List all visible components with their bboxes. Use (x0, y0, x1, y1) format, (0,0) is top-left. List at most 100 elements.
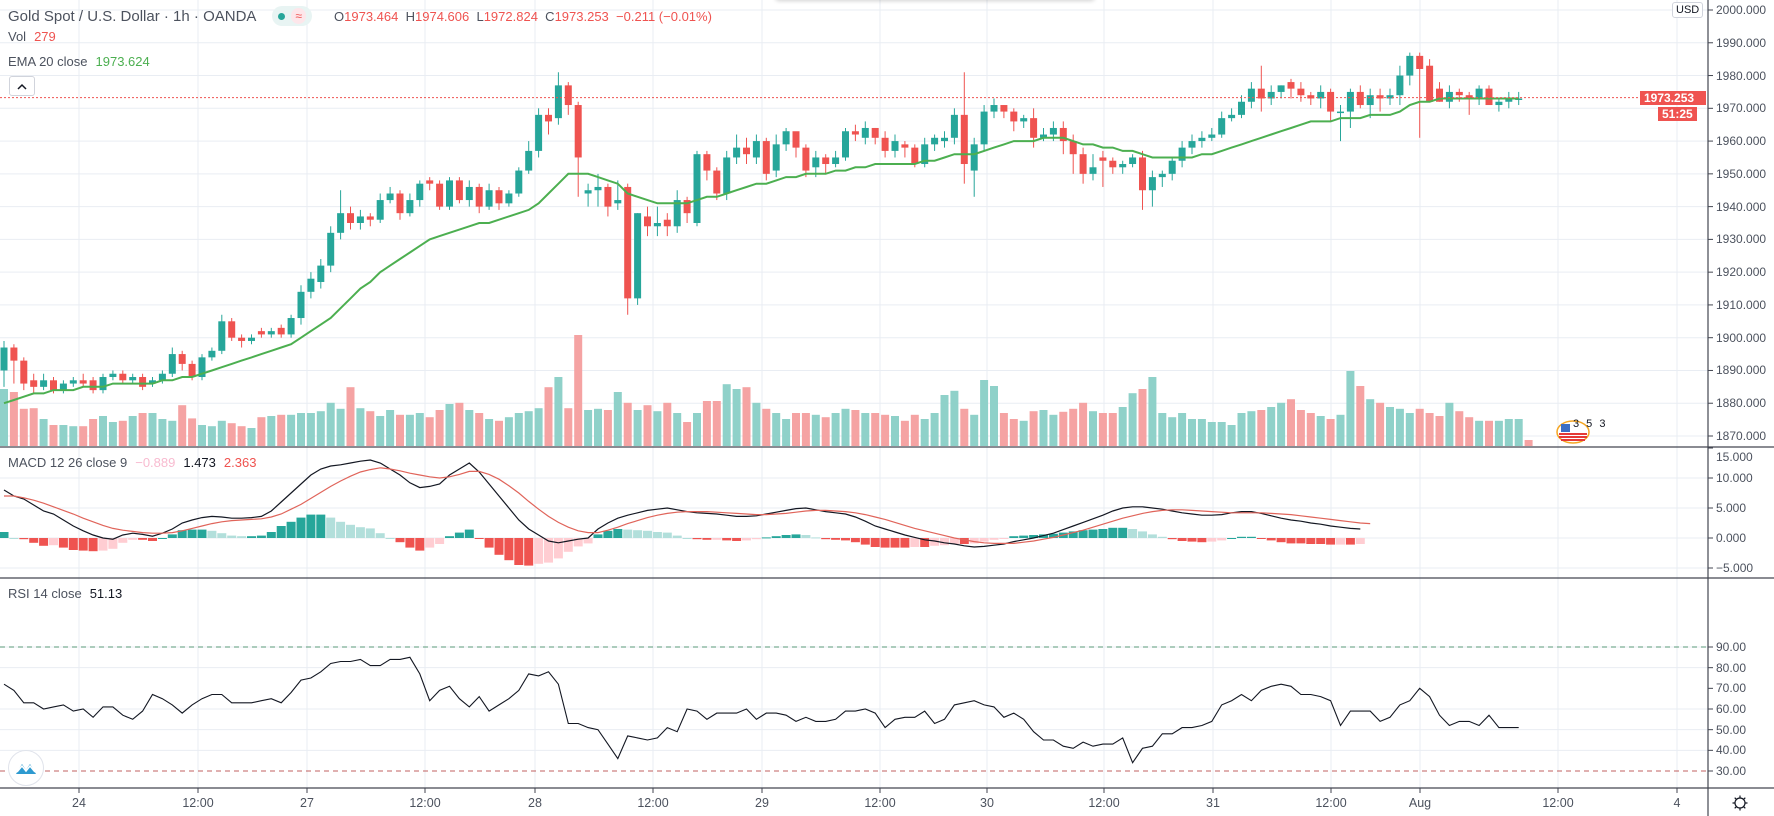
time-tick-label: 31 (1206, 796, 1220, 810)
macd-histogram-bar (395, 538, 405, 543)
macd-histogram-bar (1118, 527, 1128, 538)
macd-histogram-bar (464, 529, 474, 538)
volume-bar (702, 401, 711, 446)
candle-body (1178, 147, 1186, 161)
candle-body (1307, 95, 1315, 99)
volume-bar (1494, 420, 1503, 446)
volume-bar (534, 408, 543, 446)
macd-histogram-bar (19, 538, 29, 540)
candle-body (822, 157, 830, 165)
volume-bar (524, 411, 533, 446)
collapse-legend-button[interactable] (9, 76, 35, 96)
candle-body (20, 360, 28, 384)
ema-20-line (3, 97, 1519, 405)
candle-body (149, 380, 156, 384)
volume-bar (1356, 386, 1365, 446)
volume-bar (1168, 417, 1177, 446)
macd-histogram-bar (88, 538, 98, 552)
candle-body (188, 363, 196, 378)
macd-histogram-bar (850, 538, 860, 543)
macd-histogram (0, 514, 1365, 566)
rsi-label: RSI 14 close (8, 586, 82, 601)
rsi-legend[interactable]: RSI 14 close 51.13 (8, 586, 122, 601)
candle-body (1218, 118, 1226, 135)
volume-bar (1465, 417, 1474, 446)
volume-bar (138, 413, 147, 446)
candle-body (1158, 173, 1166, 178)
candle-body (356, 216, 364, 223)
candle-body (218, 321, 226, 351)
macd-histogram-bar (1138, 531, 1147, 538)
volume-bar (623, 402, 632, 446)
volume-bar (742, 387, 751, 446)
volume-bar (1197, 419, 1206, 446)
candle-body (1317, 91, 1325, 99)
candle-body (792, 131, 800, 148)
candle-body (782, 131, 790, 145)
macd-histogram-bar (415, 538, 425, 551)
volume-bar (613, 392, 622, 446)
macd-label: MACD 12 26 close 9 (8, 455, 128, 470)
macd-histogram-bar (969, 538, 979, 544)
volume-bar (1029, 411, 1038, 446)
market-status-pill[interactable]: ≈ (272, 6, 313, 26)
volume-bar (841, 408, 850, 446)
macd-tick-label: −5.000 (1716, 561, 1754, 575)
volume-bar (326, 402, 335, 446)
symbol-title[interactable]: Gold Spot / U.S. Dollar · 1h · OANDA (8, 7, 257, 25)
candle-body (574, 105, 582, 158)
candle-body (703, 154, 711, 171)
candle-body (1228, 114, 1236, 119)
volume-bar (1158, 413, 1167, 446)
ema-label: EMA 20 close (8, 54, 88, 69)
economic-event-flag-icon[interactable] (1555, 418, 1599, 444)
candle-body (832, 157, 840, 165)
time-tick-label: 12:00 (637, 796, 669, 810)
candle-body (297, 291, 305, 319)
volume-bar (900, 420, 909, 446)
volume-bar (772, 413, 781, 446)
volume-bar (1049, 414, 1058, 446)
open-value: 1973.464 (344, 8, 399, 24)
macd-histogram-bar (870, 538, 880, 547)
candle-body (861, 127, 869, 138)
tradingview-logo[interactable] (8, 750, 44, 786)
price-tick-label: 1920.000 (1716, 265, 1767, 280)
macd-histogram-bar (29, 538, 39, 543)
volume-legend[interactable]: Vol 279 (8, 29, 56, 44)
volume-bar (99, 416, 107, 446)
macd-histogram-bar (405, 538, 415, 548)
volume-bar (1089, 411, 1097, 446)
axis-tick-marks (78, 9, 1713, 793)
volume-bars (0, 335, 1533, 446)
macd-histogram-bar (1088, 529, 1098, 538)
volume-bar (346, 387, 355, 446)
volume-bar (574, 335, 583, 446)
macd-histogram-bar (375, 533, 385, 538)
data-delay-icon: ≈ (291, 8, 307, 24)
volume-bar (930, 413, 939, 446)
close-value: 1973.253 (554, 8, 609, 24)
time-tick-label: 4 (1673, 796, 1681, 810)
candle-body (455, 180, 463, 201)
volume-bar (267, 416, 276, 446)
macd-legend[interactable]: MACD 12 26 close 9 −0.889 1.473 2.363 (8, 455, 256, 470)
volume-bar (752, 402, 761, 446)
macd-histogram-bar (1207, 538, 1217, 542)
candle-body (79, 380, 87, 384)
currency-button[interactable]: USD (1672, 2, 1704, 18)
candle-body (1436, 88, 1443, 102)
settings-gear-icon[interactable] (1731, 794, 1749, 812)
symbol-legend: Gold Spot / U.S. Dollar · 1h · OANDA ≈ O… (8, 6, 712, 26)
macd-histogram-bar (148, 538, 157, 541)
last-price-tag: 1973.253 (1640, 90, 1706, 105)
volume-bar (1475, 420, 1484, 446)
macd-histogram-bar (326, 517, 336, 538)
candle-body (287, 318, 295, 335)
volume-bar (1138, 389, 1147, 446)
change-value: −0.211 (−0.01%) (616, 8, 712, 24)
volume-bar (1108, 413, 1117, 446)
macd-histogram-bar (177, 530, 187, 538)
ema-legend[interactable]: EMA 20 close 1973.624 (8, 54, 150, 69)
